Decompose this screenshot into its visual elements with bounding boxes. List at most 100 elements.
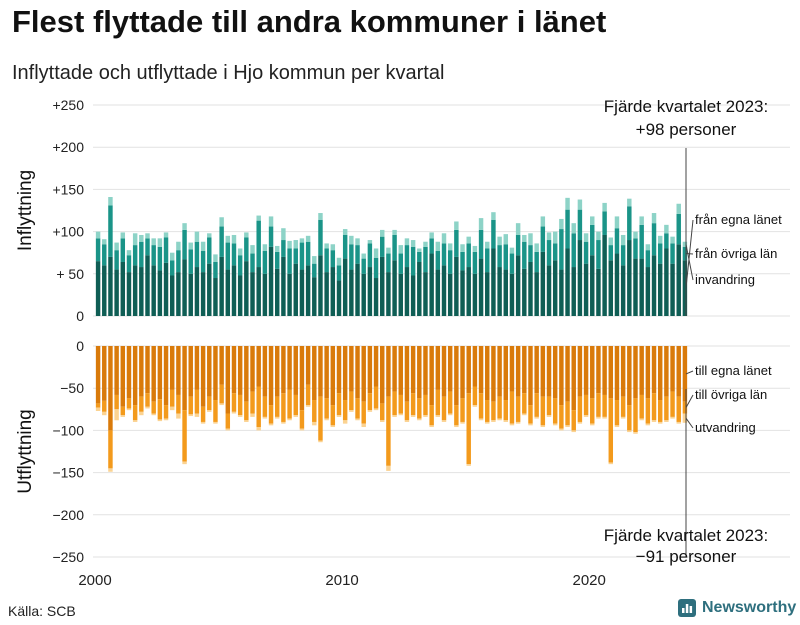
bar-utflyttning-2 xyxy=(559,428,564,431)
bar-inflyttning-1 xyxy=(132,245,138,266)
bar-inflyttning-1 xyxy=(682,246,688,261)
bar-inflyttning-0 xyxy=(478,258,484,316)
bar-utflyttning-0 xyxy=(447,346,453,392)
bar-utflyttning-2 xyxy=(200,421,206,424)
bar-utflyttning-1 xyxy=(664,396,669,421)
bar-utflyttning-0 xyxy=(114,346,119,395)
bar-inflyttning-0 xyxy=(417,261,422,316)
bar-inflyttning-0 xyxy=(485,272,490,316)
bar-utflyttning-2 xyxy=(670,416,675,419)
bar-utflyttning-1 xyxy=(509,391,515,424)
bar-inflyttning-2 xyxy=(163,232,169,238)
bar-inflyttning-0 xyxy=(608,260,614,316)
bar-utflyttning-0 xyxy=(497,346,502,397)
bar-utflyttning-2 xyxy=(108,468,113,472)
bar-inflyttning-1 xyxy=(454,229,459,257)
bar-utflyttning-1 xyxy=(262,396,268,417)
bar-utflyttning-2 xyxy=(602,416,607,419)
bar-inflyttning-2 xyxy=(120,232,126,239)
bar-inflyttning-1 xyxy=(281,240,286,257)
bar-inflyttning-2 xyxy=(670,236,675,244)
bar-utflyttning-1 xyxy=(145,393,150,407)
bar-utflyttning-1 xyxy=(287,389,292,419)
bar-utflyttning-2 xyxy=(596,416,601,419)
bar-utflyttning-0 xyxy=(120,346,126,407)
bar-inflyttning-1 xyxy=(664,233,669,249)
bar-utflyttning-2 xyxy=(552,423,558,426)
bar-utflyttning-2 xyxy=(404,420,410,422)
bar-inflyttning-2 xyxy=(324,243,329,249)
bar-inflyttning-1 xyxy=(367,243,373,268)
bar-utflyttning-2 xyxy=(336,415,342,417)
bar-utflyttning-1 xyxy=(139,396,144,412)
bar-inflyttning-2 xyxy=(429,232,434,239)
bar-utflyttning-2 xyxy=(194,413,200,417)
bar-inflyttning-1 xyxy=(583,241,589,264)
bar-inflyttning-0 xyxy=(95,261,101,316)
bar-inflyttning-0 xyxy=(664,248,669,316)
x-tick-label: 2020 xyxy=(573,572,606,589)
bar-utflyttning-1 xyxy=(108,430,113,469)
chart-title: Flest flyttade till andra kommuner i län… xyxy=(12,4,607,39)
bar-utflyttning-2 xyxy=(386,465,391,471)
bar-inflyttning-0 xyxy=(169,275,175,316)
bar-utflyttning-1 xyxy=(336,393,342,416)
bar-inflyttning-2 xyxy=(410,240,416,247)
bar-inflyttning-2 xyxy=(145,233,150,239)
bar-utflyttning-2 xyxy=(126,408,132,411)
bar-inflyttning-1 xyxy=(225,242,231,270)
bar-utflyttning-2 xyxy=(577,421,583,424)
series-label-1: från övriga län xyxy=(695,246,777,261)
bar-inflyttning-2 xyxy=(614,216,620,229)
bar-utflyttning-0 xyxy=(139,346,144,397)
bar-inflyttning-0 xyxy=(330,267,336,316)
bar-utflyttning-1 xyxy=(256,386,261,428)
bar-utflyttning-0 xyxy=(318,346,323,397)
bar-utflyttning-2 xyxy=(176,413,181,419)
newsworthy-logo-icon xyxy=(678,599,696,617)
bar-inflyttning-0 xyxy=(509,273,515,316)
bar-utflyttning-0 xyxy=(633,346,638,399)
bar-inflyttning-0 xyxy=(380,256,385,316)
bar-inflyttning-1 xyxy=(299,242,305,270)
bar-inflyttning-2 xyxy=(664,224,669,234)
bar-inflyttning-2 xyxy=(552,231,558,244)
bar-utflyttning-1 xyxy=(95,403,101,408)
bar-utflyttning-1 xyxy=(485,400,490,422)
bar-inflyttning-2 xyxy=(281,228,286,241)
bar-utflyttning-1 xyxy=(250,391,255,414)
bar-utflyttning-2 xyxy=(417,418,422,421)
series-label-1: till övriga län xyxy=(695,387,767,402)
bar-utflyttning-2 xyxy=(262,416,268,419)
bar-inflyttning-0 xyxy=(145,255,150,316)
bar-utflyttning-2 xyxy=(491,420,496,422)
series-label-0: från egna länet xyxy=(695,212,782,227)
brand-logo[interactable]: Newsworthy xyxy=(678,599,796,617)
bar-inflyttning-1 xyxy=(447,250,453,274)
y-tick-label-inflyttning: +250 xyxy=(52,97,84,113)
bar-utflyttning-0 xyxy=(559,346,564,406)
bar-utflyttning-0 xyxy=(102,346,107,401)
bar-inflyttning-0 xyxy=(293,263,298,316)
bar-utflyttning-0 xyxy=(657,346,663,401)
y-tick-label-utflyttning: −200 xyxy=(52,507,84,523)
bar-inflyttning-2 xyxy=(528,233,533,246)
bar-utflyttning-2 xyxy=(627,430,632,433)
bar-utflyttning-2 xyxy=(657,421,663,424)
bar-inflyttning-0 xyxy=(312,277,317,316)
bar-inflyttning-2 xyxy=(417,248,422,252)
bar-utflyttning-2 xyxy=(429,425,434,428)
bar-inflyttning-1 xyxy=(386,253,391,273)
bar-inflyttning-1 xyxy=(330,250,336,268)
series-label-0: till egna länet xyxy=(695,363,772,378)
bar-utflyttning-0 xyxy=(349,346,354,392)
bar-inflyttning-2 xyxy=(330,244,336,251)
bar-utflyttning-1 xyxy=(429,405,434,426)
bar-inflyttning-1 xyxy=(552,243,558,261)
bar-utflyttning-2 xyxy=(188,414,193,417)
bar-inflyttning-2 xyxy=(139,234,144,242)
bar-utflyttning-1 xyxy=(497,396,502,419)
bar-utflyttning-2 xyxy=(102,411,107,416)
bar-inflyttning-1 xyxy=(207,237,212,264)
bar-inflyttning-1 xyxy=(620,245,626,266)
